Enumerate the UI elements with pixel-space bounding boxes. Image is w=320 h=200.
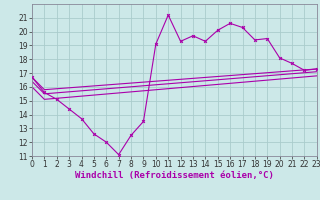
X-axis label: Windchill (Refroidissement éolien,°C): Windchill (Refroidissement éolien,°C) xyxy=(75,171,274,180)
